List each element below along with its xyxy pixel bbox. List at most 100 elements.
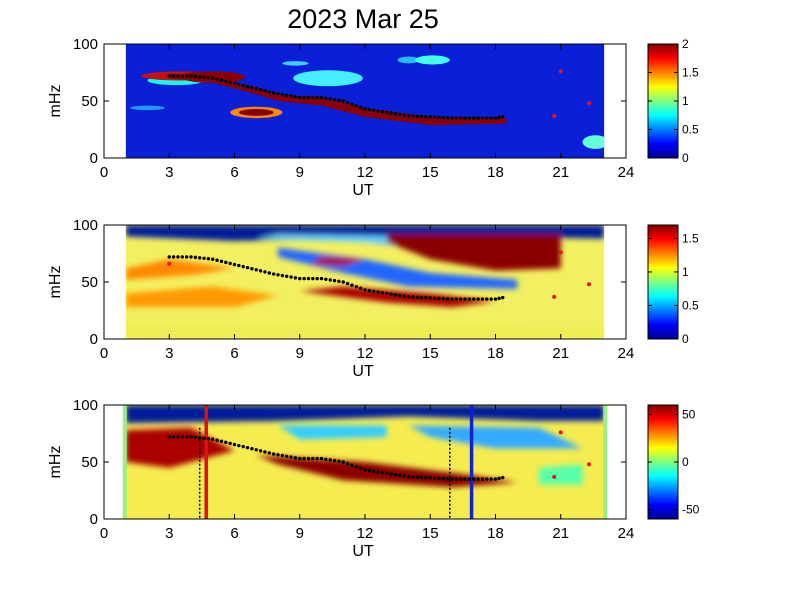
tracked-point (306, 95, 311, 100)
tracked-point (485, 477, 489, 481)
tracked-point (428, 115, 432, 119)
colorbar-tick-label: 0.5 (682, 123, 699, 137)
tracked-point (167, 435, 171, 439)
tracked-point (228, 261, 232, 266)
y-tick-label: 50 (81, 93, 98, 110)
tracked-point (302, 456, 306, 461)
tracked-point (332, 458, 337, 463)
tracked-point (324, 457, 328, 461)
tracked-point (302, 276, 306, 281)
figure-title: 2023 Mar 25 (287, 4, 439, 34)
tracked-point (476, 477, 480, 481)
tracked-point (298, 95, 302, 100)
tracked-point (271, 91, 276, 95)
tracked-point (372, 108, 376, 113)
tracked-point (224, 440, 228, 445)
tracked-point (219, 78, 224, 83)
tracked-point (211, 76, 215, 80)
tracked-point (328, 278, 332, 282)
tracked-point (184, 255, 189, 259)
tracked-point (489, 116, 493, 120)
tracked-point (315, 276, 319, 281)
tracked-point (337, 459, 341, 464)
tracked-point (463, 297, 467, 301)
panel-2: 0 3 6 9 12 15 18 21 24 0 50 100 UT mHz 0 0.5 1 1.5 (47, 217, 699, 380)
colorbar-gradient (647, 224, 679, 340)
tracked-point (306, 276, 311, 281)
tracked-point (171, 74, 176, 78)
colorbar-tick-label: -50 (682, 503, 700, 517)
colorbar: 0 0.5 1 1.5 2 (647, 37, 699, 165)
x-tick-label: 15 (422, 164, 439, 181)
tracked-point (485, 116, 489, 120)
tracked-point (341, 99, 345, 103)
tracked-point (341, 280, 345, 284)
tracked-point (467, 116, 472, 120)
tracked-point (406, 295, 411, 299)
tracked-point (180, 255, 184, 259)
tracked-point (398, 293, 402, 298)
spectrogram (125, 225, 605, 339)
tracked-point (184, 435, 189, 439)
tracked-point (493, 297, 498, 301)
x-tick-label: 12 (357, 525, 374, 542)
x-tick-label: 18 (487, 164, 504, 181)
spectrogram (125, 44, 605, 158)
tracked-point (263, 450, 267, 454)
tracked-point (167, 255, 171, 259)
tracked-point (363, 288, 367, 292)
x-axis-label: UT (352, 363, 374, 380)
colorbar: -50 0 50 (647, 404, 700, 520)
tracked-point (198, 436, 202, 440)
tracked-point (385, 110, 389, 115)
tracked-point (328, 97, 332, 101)
tracked-point (241, 83, 245, 88)
x-tick-label: 18 (487, 345, 504, 362)
tracked-point (367, 288, 372, 293)
x-tick-label: 3 (165, 164, 173, 181)
tracked-point (454, 297, 459, 301)
tracked-point (298, 276, 302, 281)
colorbar: 0 0.5 1 1.5 (647, 224, 699, 346)
spectrogram (122, 405, 608, 519)
tracked-point (489, 297, 493, 301)
tracked-point (176, 435, 180, 439)
y-tick-label: 100 (73, 36, 98, 53)
tracked-point (245, 445, 250, 450)
x-tick-label: 21 (552, 525, 569, 542)
tracked-point (271, 272, 276, 276)
tracked-point (267, 271, 271, 275)
tracked-point (376, 470, 380, 474)
tracked-point (485, 297, 489, 301)
tracked-point (393, 473, 398, 477)
tracked-point (206, 437, 211, 441)
tracked-point (332, 278, 337, 283)
tracked-point (193, 435, 198, 440)
tracked-point (250, 447, 254, 451)
isolated-point (587, 282, 592, 287)
tracked-point (293, 276, 298, 280)
tracked-point (224, 260, 228, 265)
tracked-point (193, 74, 198, 79)
tracked-point (441, 115, 445, 120)
isolated-point (558, 69, 563, 74)
tracked-point (263, 89, 267, 93)
colorbar-tick-label: 1.5 (682, 66, 699, 80)
y-axis-label: mHz (47, 446, 64, 479)
tracked-point (472, 297, 476, 301)
tracked-point (432, 476, 437, 480)
tracked-point (324, 96, 328, 100)
isolated-point (558, 430, 563, 435)
tracked-point (250, 267, 254, 271)
tracked-point (493, 477, 498, 481)
tracked-point (389, 292, 393, 296)
tracked-point (398, 112, 402, 117)
tracked-point (245, 84, 250, 89)
tracked-point (198, 75, 202, 79)
tracked-point (241, 444, 245, 449)
tracked-point (445, 477, 450, 481)
tracked-point (289, 455, 293, 459)
x-axis-label: UT (352, 543, 374, 560)
panel-1: 0 3 6 9 12 15 18 21 24 0 50 100 UT mHz 0 0.5 1 1.5 2 (47, 36, 699, 199)
y-tick-label: 0 (90, 511, 98, 528)
